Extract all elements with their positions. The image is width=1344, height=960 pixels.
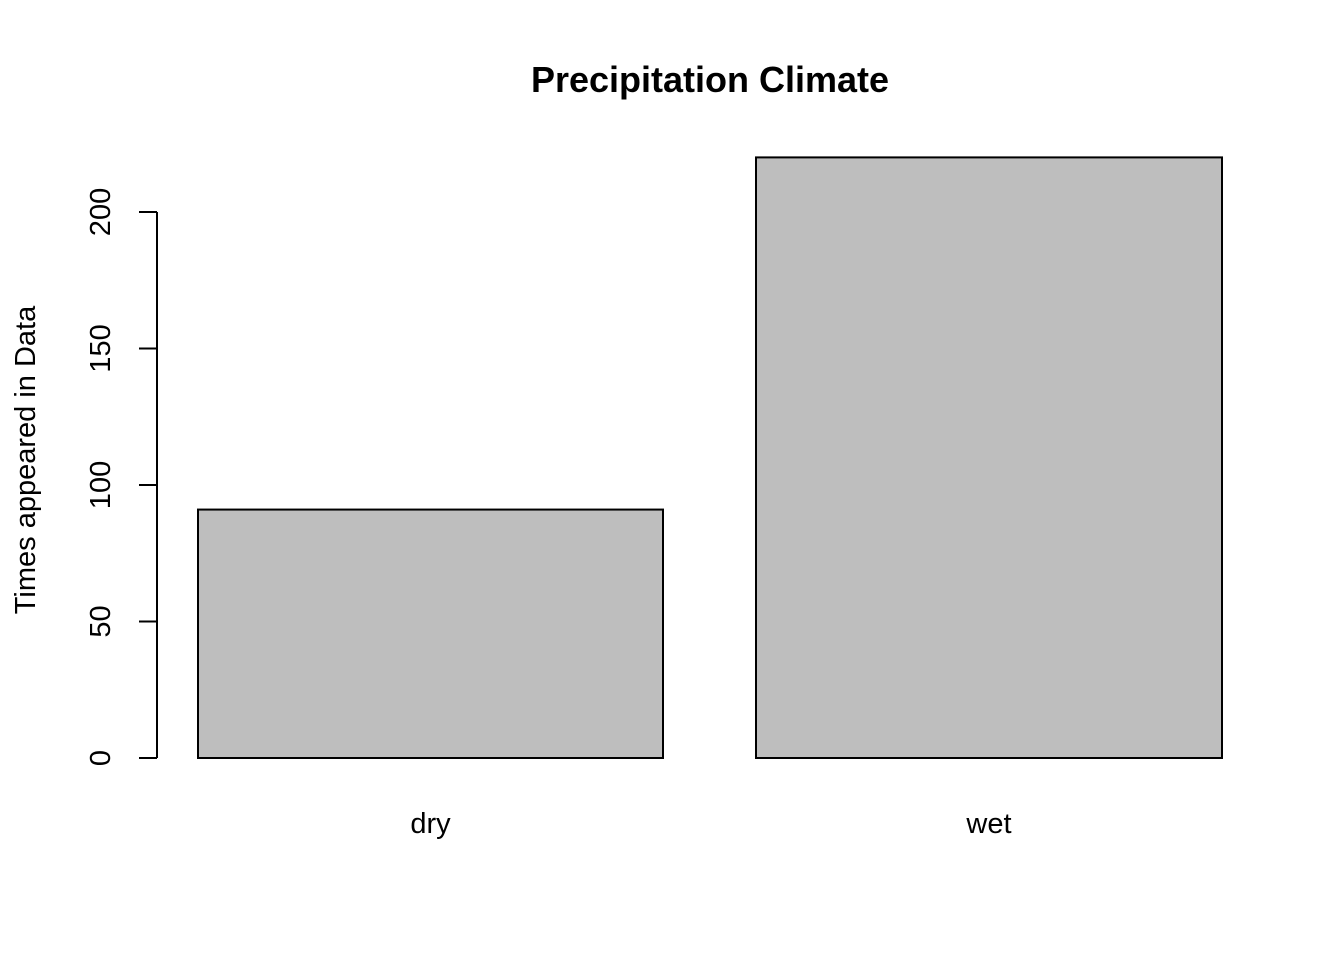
chart-title: Precipitation Climate (531, 59, 889, 100)
x-tick-label-dry: dry (410, 808, 451, 840)
y-tick-label: 100 (85, 461, 117, 509)
bars (197, 156, 1223, 759)
y-tick-label: 200 (85, 188, 117, 236)
y-axis-label: Times appeared in Data (10, 305, 42, 614)
y-tick-label: 150 (85, 324, 117, 372)
x-tick-label-wet: wet (965, 808, 1011, 840)
y-tick-label: 50 (85, 605, 117, 637)
bar-dry (197, 508, 664, 759)
x-axis-labels: dry wet (410, 808, 1011, 840)
y-tick-label: 0 (85, 750, 117, 766)
bar-wet (755, 156, 1223, 759)
y-axis: 0 50 100 150 200 (85, 188, 158, 766)
